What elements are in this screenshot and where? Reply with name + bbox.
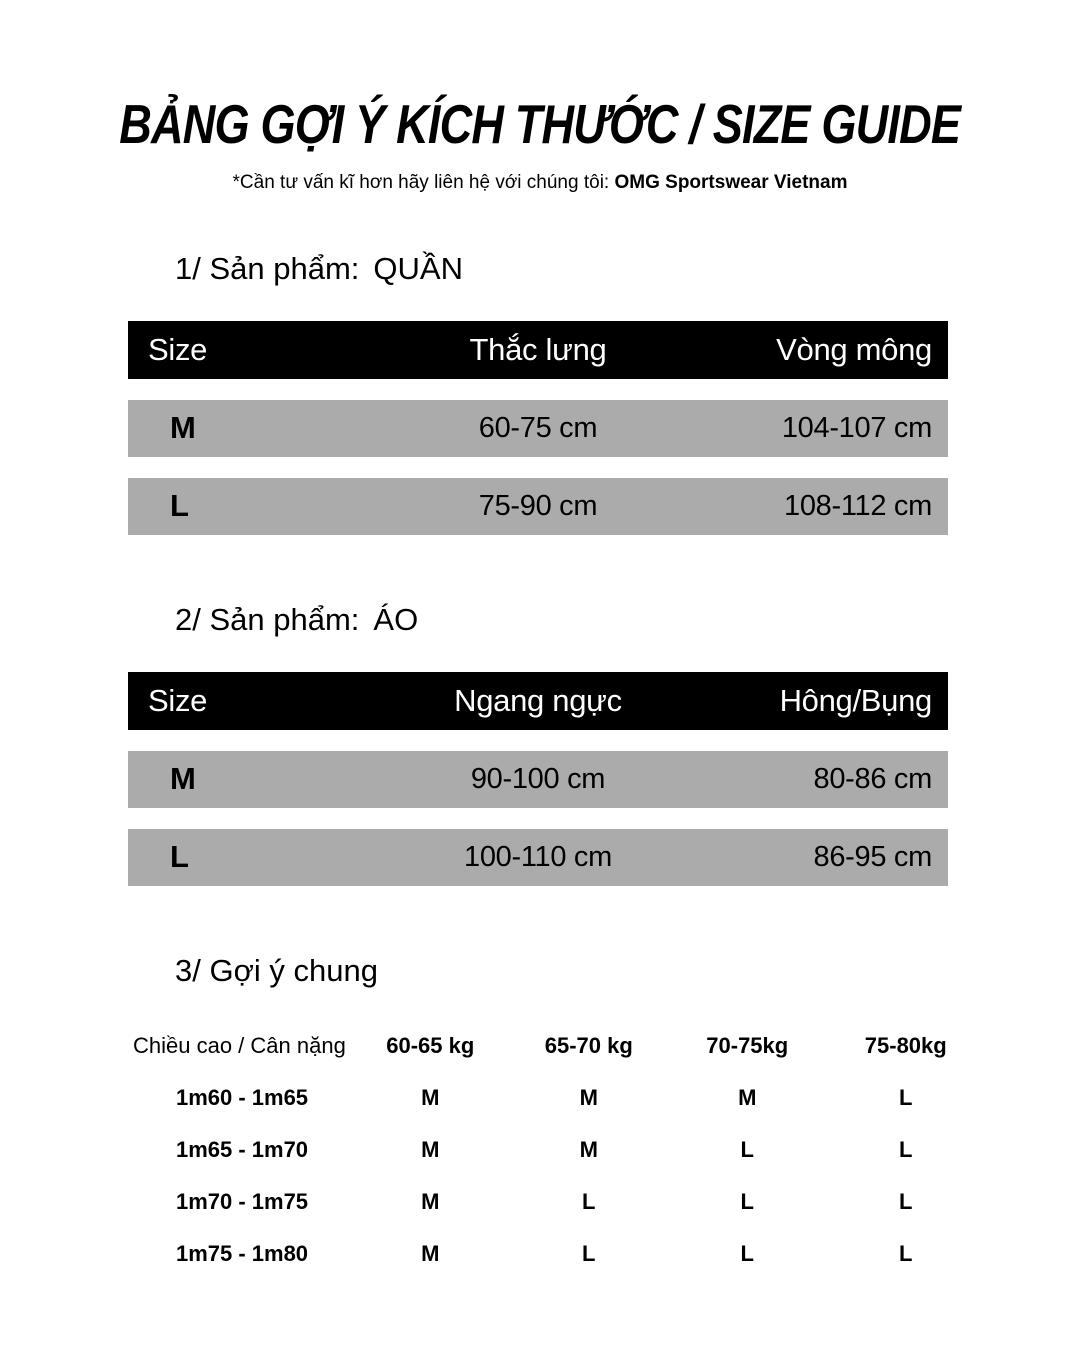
height-range-cell: 1m75 - 1m80 — [175, 1240, 309, 1266]
table-row: L 75-90 cm 108-112 cm — [128, 477, 948, 535]
belly-cell: 80-86 cm — [813, 762, 933, 795]
general-table-header-row: Chiều cao / Cân nặng 60-65 kg 65-70 kg 7… — [133, 1033, 985, 1059]
column-header-weight-2: 65-70 kg — [544, 1032, 633, 1058]
column-header-height-weight: Chiều cao / Cân nặng — [133, 1032, 346, 1058]
size-value-cell: M — [421, 1188, 440, 1214]
size-value-cell: L — [582, 1188, 596, 1214]
waist-cell: 60-75 cm — [478, 411, 598, 444]
shirt-size-table: Size Ngang ngực Hông/Bụng M 90-100 cm 80… — [128, 671, 948, 886]
pants-table-header-row: Size Thắc lưng Vòng mông — [128, 320, 948, 379]
chest-cell: 90-100 cm — [470, 762, 606, 795]
size-value-cell: L — [899, 1188, 913, 1214]
section-2-heading: 2/ Sản phẩm: ÁO — [175, 601, 1080, 638]
size-value-cell: L — [899, 1240, 913, 1266]
general-suggestion-table: Chiều cao / Cân nặng 60-65 kg 65-70 kg 7… — [133, 1033, 985, 1267]
table-row: L 100-110 cm 86-95 cm — [128, 828, 948, 886]
section-1-heading-label: 1/ Sản phẩm: — [175, 250, 360, 286]
height-range-cell: 1m65 - 1m70 — [175, 1136, 309, 1162]
section-2-heading-label: 2/ Sản phẩm: — [175, 601, 360, 637]
table-row: M 60-75 cm 104-107 cm — [128, 399, 948, 457]
hip-cell: 104-107 cm — [781, 411, 932, 444]
table-row: M 90-100 cm 80-86 cm — [128, 750, 948, 808]
column-header-waist: Thắc lưng — [469, 331, 607, 367]
subtitle: *Cần tư vấn kĩ hơn hãy liên hệ với chúng… — [0, 172, 1080, 194]
belly-cell: 86-95 cm — [813, 840, 933, 873]
size-value-cell: L — [899, 1136, 913, 1162]
section-1-product-name: QUẦN — [373, 250, 463, 286]
size-value-cell: M — [421, 1084, 440, 1110]
size-value-cell: L — [740, 1188, 754, 1214]
section-1-heading: 1/ Sản phẩm: QUẦN — [175, 250, 1080, 287]
chest-cell: 100-110 cm — [464, 840, 612, 873]
column-header-belly: Hông/Bụng — [779, 682, 933, 718]
size-value-cell: L — [740, 1240, 754, 1266]
column-header-weight-4: 75-80kg — [864, 1032, 947, 1058]
table-row: 1m75 - 1m80 M L L L — [133, 1241, 985, 1267]
size-cell: L — [170, 839, 189, 875]
size-value-cell: M — [421, 1240, 440, 1266]
height-range-cell: 1m70 - 1m75 — [175, 1188, 309, 1214]
section-2-product-name: ÁO — [373, 601, 419, 637]
size-cell: L — [170, 488, 189, 524]
size-cell: M — [170, 761, 196, 797]
size-cell: M — [170, 410, 196, 446]
table-row: 1m65 - 1m70 M M L L — [133, 1137, 985, 1163]
size-value-cell: M — [579, 1136, 598, 1162]
size-value-cell: M — [421, 1136, 440, 1162]
column-header-hip: Vòng mông — [776, 331, 932, 367]
column-header-size: Size — [148, 682, 208, 718]
size-value-cell: L — [582, 1240, 596, 1266]
height-range-cell: 1m60 - 1m65 — [175, 1084, 309, 1110]
column-header-size: Size — [148, 331, 208, 367]
size-value-cell: M — [738, 1084, 757, 1110]
size-value-cell: M — [579, 1084, 598, 1110]
page-title: BẢNG GỢI Ý KÍCH THƯỚC / SIZE GUIDE — [0, 0, 1080, 157]
page-title-text: BẢNG GỢI Ý KÍCH THƯỚC / SIZE GUIDE — [119, 93, 962, 155]
column-header-weight-1: 60-65 kg — [386, 1032, 475, 1058]
table-row: 1m70 - 1m75 M L L L — [133, 1189, 985, 1215]
size-value-cell: L — [899, 1084, 913, 1110]
column-header-weight-3: 70-75kg — [706, 1032, 789, 1058]
size-value-cell: L — [740, 1136, 754, 1162]
section-3-heading: 3/ Gợi ý chung — [175, 952, 378, 988]
subtitle-text: *Cần tư vấn kĩ hơn hãy liên hệ với chúng… — [232, 171, 615, 193]
brand-name: OMG Sportswear Vietnam — [614, 171, 848, 193]
table-row: 1m60 - 1m65 M M M L — [133, 1085, 985, 1111]
hip-cell: 108-112 cm — [784, 489, 932, 522]
waist-cell: 75-90 cm — [478, 489, 598, 522]
shirt-table-header-row: Size Ngang ngực Hông/Bụng — [128, 671, 948, 730]
pants-size-table: Size Thắc lưng Vòng mông M 60-75 cm 104-… — [128, 320, 948, 535]
column-header-chest: Ngang ngực — [454, 682, 622, 718]
